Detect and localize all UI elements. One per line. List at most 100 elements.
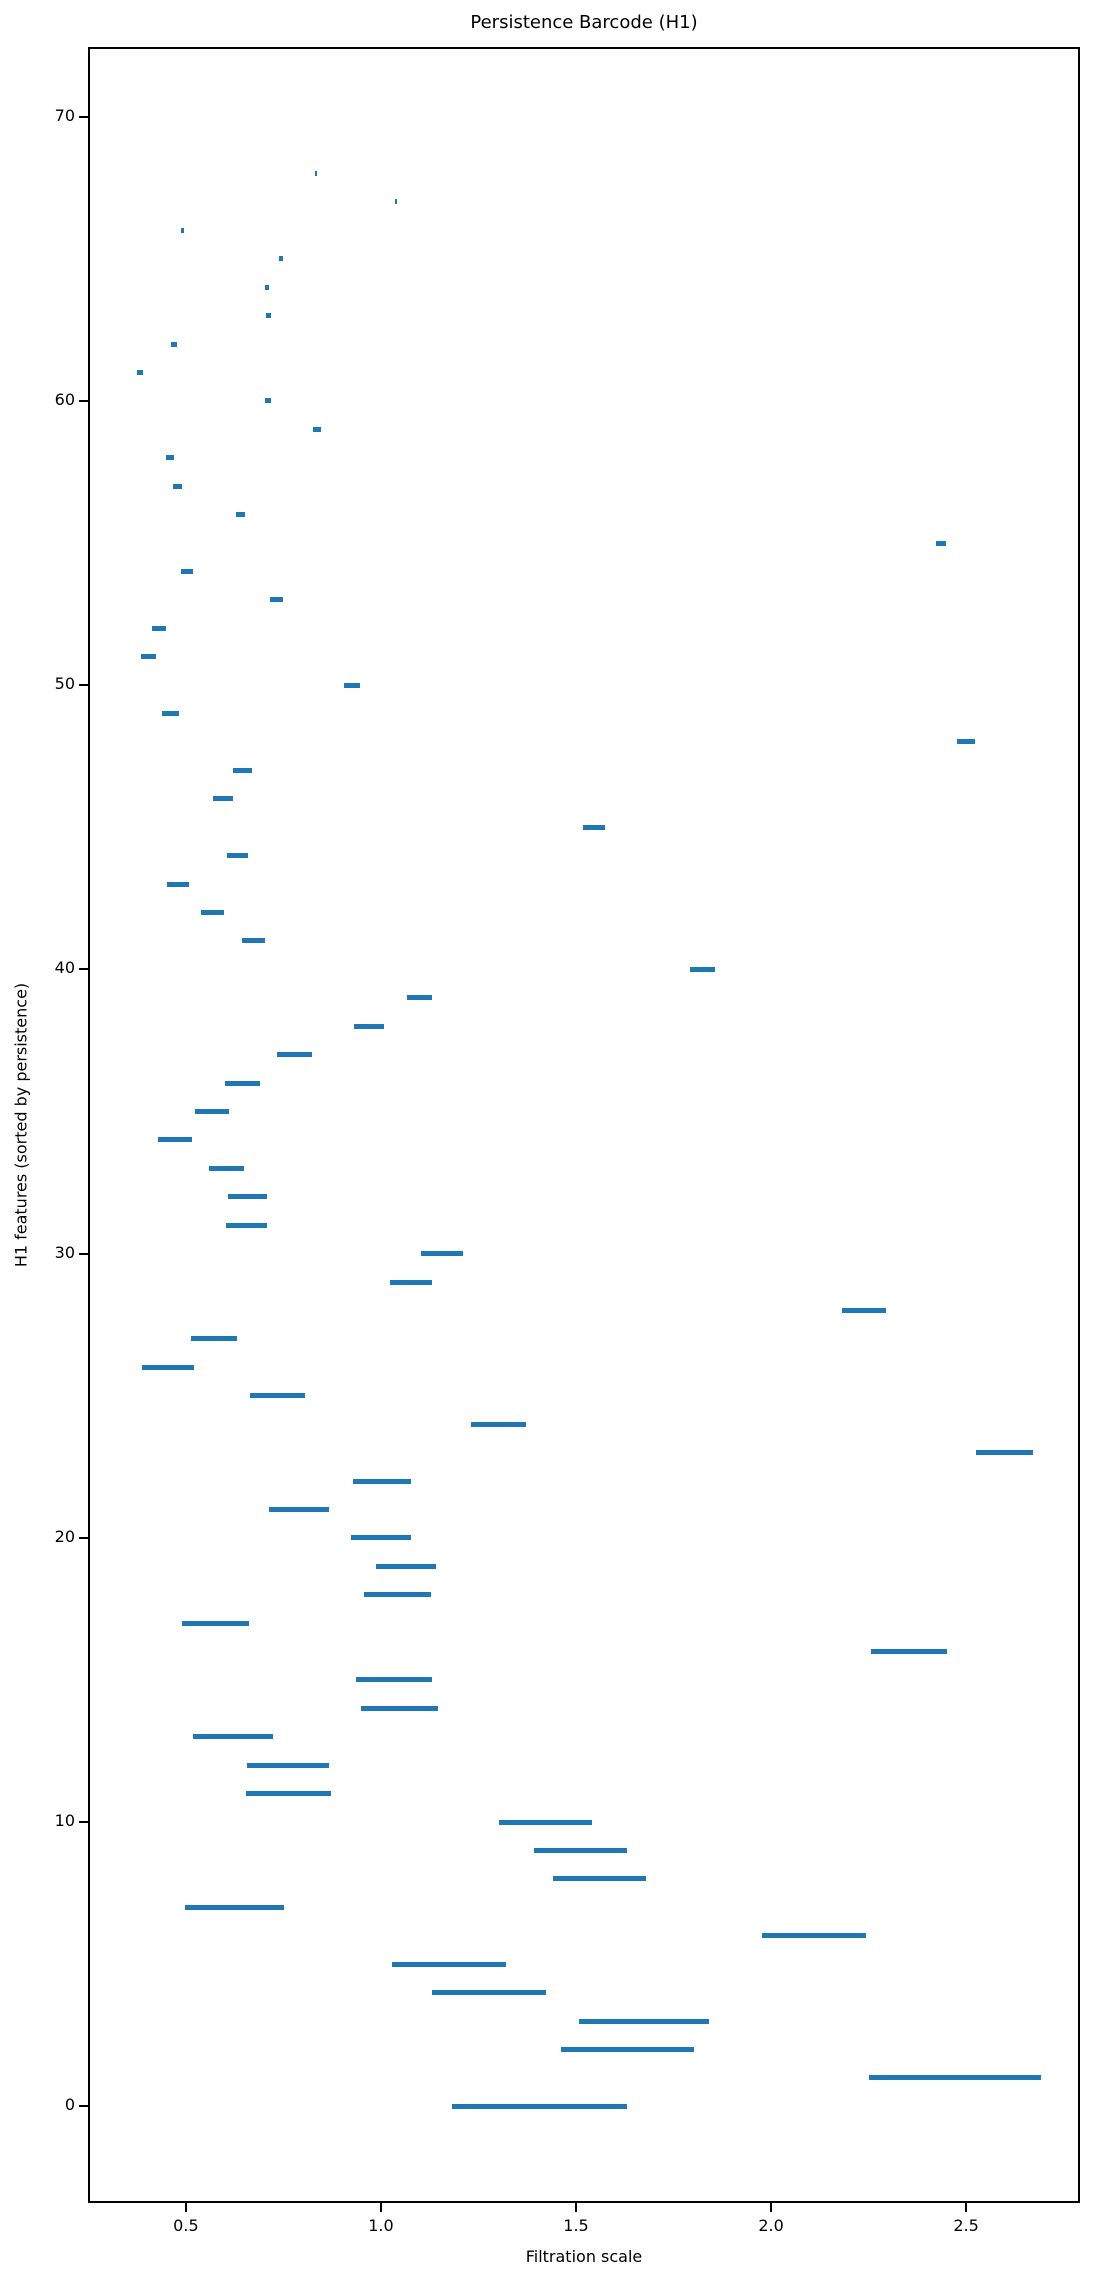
y-tick-mark — [79, 1252, 88, 1255]
y-tick-mark — [79, 1821, 88, 1824]
y-tick-label: 40 — [54, 958, 75, 978]
y-tick-label: 10 — [54, 1811, 75, 1831]
y-tick-label: 20 — [54, 1526, 75, 1546]
x-tick-label: 1.0 — [368, 2216, 394, 2235]
barcode-bar — [233, 767, 252, 773]
x-tick-mark — [965, 2203, 968, 2212]
barcode-bar — [269, 1506, 329, 1512]
x-tick-mark — [770, 2203, 773, 2212]
x-tick-label: 2.5 — [953, 2216, 979, 2235]
barcode-bar — [407, 995, 433, 1001]
barcode-bar — [395, 199, 398, 205]
chart-title: Persistence Barcode (H1) — [470, 12, 698, 33]
x-tick-label: 1.5 — [563, 2216, 589, 2235]
y-tick-label: 50 — [54, 674, 75, 694]
barcode-bar — [421, 1251, 463, 1257]
barcode-bar — [315, 170, 318, 176]
x-tick-mark — [184, 2203, 187, 2212]
barcode-bar — [264, 398, 272, 404]
barcode-bar — [976, 1450, 1034, 1456]
barcode-bar — [389, 1279, 433, 1285]
y-tick-mark — [79, 115, 88, 118]
barcode-bar — [870, 1649, 947, 1655]
barcode-bar — [190, 1336, 237, 1342]
barcode-bar — [579, 2018, 710, 2024]
barcode-bar — [245, 1791, 332, 1797]
barcode-bar — [582, 824, 605, 830]
barcode-bar — [208, 1165, 244, 1171]
barcode-bar — [212, 796, 233, 802]
barcode-bar — [180, 568, 193, 574]
barcode-bar — [157, 1137, 192, 1143]
barcode-bar — [226, 1222, 268, 1228]
barcode-bar — [471, 1421, 527, 1427]
x-tick-label: 0.5 — [173, 2216, 199, 2235]
barcode-bar — [269, 597, 284, 603]
barcode-bar — [375, 1563, 436, 1569]
barcode-bar — [242, 938, 266, 944]
barcode-bar — [246, 1762, 330, 1768]
barcode-bar — [868, 2075, 1041, 2081]
barcode-bar — [354, 1023, 385, 1029]
barcode-bar — [194, 1108, 229, 1114]
x-tick-label: 2.0 — [758, 2216, 784, 2235]
barcode-bar — [192, 1734, 273, 1740]
barcode-bar — [151, 625, 166, 631]
barcode-bar — [957, 739, 976, 745]
barcode-bar — [166, 455, 175, 461]
barcode-bar — [343, 682, 360, 688]
barcode-bar — [141, 654, 156, 660]
barcode-bar — [141, 1364, 195, 1370]
barcode-bar — [936, 540, 946, 546]
barcode-bar — [173, 483, 182, 489]
barcode-bar — [161, 711, 179, 717]
y-axis-label: H1 features (sorted by persistence) — [11, 982, 31, 1268]
barcode-bar — [136, 369, 143, 375]
y-tick-mark — [79, 2105, 88, 2108]
barcode-bar — [279, 256, 283, 262]
y-tick-label: 70 — [54, 105, 75, 125]
barcode-bar — [236, 512, 245, 518]
x-tick-mark — [379, 2203, 382, 2212]
y-tick-label: 0 — [64, 2095, 75, 2115]
barcode-bar — [200, 910, 224, 916]
barcode-bar — [762, 1933, 866, 1939]
x-tick-mark — [575, 2203, 577, 2212]
barcode-bar — [184, 1904, 284, 1910]
x-axis-label: Filtration scale — [525, 2247, 643, 2266]
plot-area — [88, 47, 1080, 2203]
barcode-bar — [355, 1677, 433, 1683]
barcode-bar — [352, 1478, 412, 1484]
barcode-bar — [228, 1194, 267, 1200]
barcode-bar — [432, 1990, 546, 1996]
barcode-bar — [264, 284, 269, 290]
barcode-bar — [451, 2103, 628, 2109]
barcode-bar — [499, 1819, 592, 1825]
barcode-bar — [363, 1592, 431, 1598]
barcode-bar — [561, 2047, 695, 2052]
barcode-bar — [689, 966, 716, 972]
barcode-bar — [842, 1307, 887, 1313]
barcode-bar — [171, 341, 177, 347]
y-tick-mark — [79, 399, 88, 402]
barcode-bar — [350, 1535, 411, 1541]
barcode-bar — [182, 1620, 250, 1626]
barcode-bar — [552, 1876, 646, 1882]
barcode-bar — [391, 1961, 506, 1967]
y-tick-label: 60 — [54, 389, 75, 409]
barcode-bar — [313, 426, 321, 432]
barcode-bar — [249, 1393, 305, 1399]
y-tick-mark — [79, 684, 88, 687]
barcode-bar — [277, 1052, 313, 1058]
barcode-bar — [166, 881, 190, 887]
barcode-bar — [226, 853, 249, 859]
y-tick-label: 30 — [54, 1242, 75, 1262]
barcode-bar — [180, 227, 184, 233]
barcode-bar — [265, 313, 271, 319]
y-tick-mark — [79, 1536, 88, 1539]
barcode-bar — [533, 1848, 627, 1854]
barcode-bar — [224, 1080, 261, 1086]
barcode-bar — [361, 1705, 438, 1711]
y-tick-mark — [79, 968, 88, 971]
